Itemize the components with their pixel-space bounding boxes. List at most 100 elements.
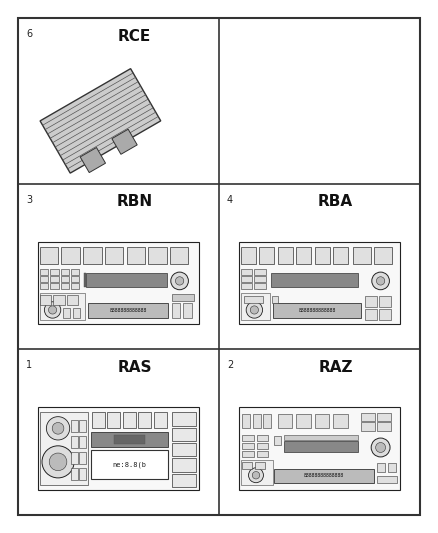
Text: 88888888888888: 88888888888888: [304, 473, 344, 478]
Bar: [38, 407, 199, 490]
Circle shape: [376, 442, 385, 453]
Circle shape: [176, 277, 184, 285]
Bar: [314, 414, 329, 428]
Bar: [241, 269, 252, 275]
Bar: [172, 294, 194, 301]
Bar: [259, 247, 275, 264]
Text: RBN: RBN: [117, 195, 152, 209]
Bar: [154, 413, 167, 428]
Bar: [114, 435, 145, 444]
Polygon shape: [40, 69, 161, 173]
Bar: [296, 247, 311, 264]
Bar: [273, 303, 361, 318]
Bar: [254, 283, 265, 289]
Bar: [333, 247, 349, 264]
Bar: [71, 435, 78, 448]
Circle shape: [246, 302, 262, 318]
Bar: [388, 463, 396, 472]
Bar: [275, 437, 281, 445]
Bar: [73, 308, 80, 318]
Bar: [38, 241, 199, 325]
Bar: [92, 413, 105, 428]
Text: RBA: RBA: [318, 195, 353, 209]
Bar: [241, 293, 270, 320]
Bar: [88, 303, 168, 318]
Bar: [241, 276, 252, 282]
Bar: [60, 283, 69, 289]
Bar: [50, 276, 59, 282]
Bar: [60, 276, 69, 282]
Text: RAZ: RAZ: [318, 360, 353, 375]
Bar: [40, 276, 48, 282]
Bar: [91, 432, 168, 447]
Circle shape: [46, 417, 70, 440]
Bar: [278, 247, 293, 264]
Bar: [254, 269, 265, 275]
Bar: [379, 296, 391, 306]
Bar: [50, 283, 59, 289]
Text: 1: 1: [26, 360, 32, 370]
Circle shape: [248, 468, 263, 483]
Bar: [63, 308, 70, 318]
Bar: [364, 310, 377, 320]
Bar: [364, 296, 377, 306]
Bar: [91, 450, 168, 479]
Bar: [79, 451, 86, 464]
Bar: [361, 423, 375, 431]
Bar: [257, 443, 268, 449]
Bar: [378, 476, 397, 483]
Bar: [374, 247, 392, 264]
Bar: [242, 443, 254, 449]
Bar: [71, 419, 78, 432]
Bar: [244, 296, 263, 303]
Bar: [242, 435, 254, 441]
Text: 8888888888888: 8888888888888: [298, 308, 336, 313]
Bar: [79, 419, 86, 432]
Circle shape: [376, 277, 385, 285]
Circle shape: [372, 272, 389, 290]
Bar: [257, 435, 268, 441]
Bar: [71, 467, 78, 480]
Bar: [353, 247, 371, 264]
Bar: [172, 443, 196, 456]
Bar: [378, 463, 385, 472]
Bar: [239, 407, 400, 490]
Bar: [148, 247, 167, 264]
Bar: [254, 276, 265, 282]
Bar: [183, 303, 192, 318]
Bar: [241, 283, 252, 289]
Circle shape: [49, 453, 67, 471]
Bar: [257, 451, 268, 457]
Bar: [40, 247, 58, 264]
Circle shape: [371, 438, 390, 457]
Bar: [284, 435, 358, 440]
Bar: [50, 269, 59, 275]
Bar: [40, 293, 85, 320]
Bar: [83, 247, 102, 264]
Bar: [172, 474, 196, 487]
Bar: [61, 247, 80, 264]
Circle shape: [171, 272, 188, 290]
Bar: [71, 451, 78, 464]
Bar: [138, 413, 152, 428]
Text: ne:8.8(b: ne:8.8(b: [113, 462, 147, 468]
Bar: [253, 414, 261, 428]
Text: 6: 6: [26, 29, 32, 39]
Bar: [71, 283, 79, 289]
Text: RAS: RAS: [117, 360, 152, 375]
Bar: [40, 269, 48, 275]
Bar: [67, 295, 78, 305]
Bar: [40, 413, 88, 485]
Bar: [71, 276, 79, 282]
Circle shape: [250, 306, 258, 314]
Bar: [378, 423, 391, 431]
Bar: [271, 273, 358, 287]
Circle shape: [42, 446, 74, 478]
Bar: [296, 414, 311, 428]
Text: 2: 2: [227, 360, 233, 370]
Bar: [333, 414, 348, 428]
Bar: [255, 462, 265, 469]
Bar: [378, 413, 391, 421]
Polygon shape: [80, 148, 106, 173]
Bar: [314, 247, 330, 264]
